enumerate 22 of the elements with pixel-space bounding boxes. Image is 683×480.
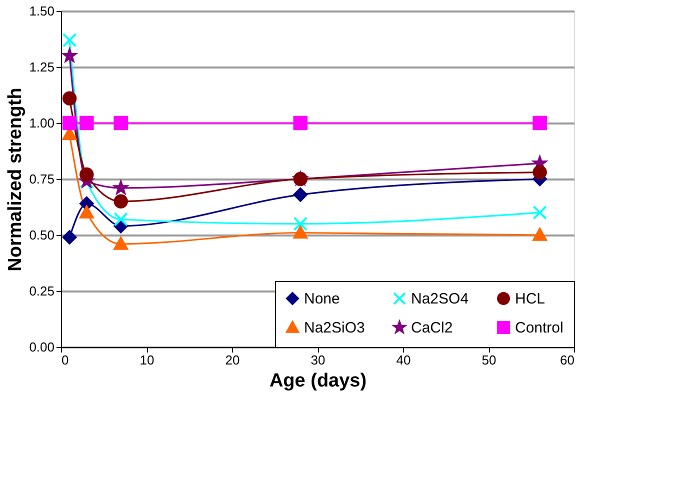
y-tick-label: 0.25 xyxy=(29,284,54,298)
legend-label: Na2SO4 xyxy=(411,290,469,308)
y-tick-label: 1.50 xyxy=(29,4,54,18)
y-tick-label: 1.25 xyxy=(29,60,54,74)
y-tick-label: 0.00 xyxy=(29,340,54,354)
legend-label: CaCl2 xyxy=(411,320,453,336)
legend-label: None xyxy=(304,290,340,308)
x-tick-label: 50 xyxy=(482,352,496,368)
y-tick-label: 0.50 xyxy=(29,228,54,242)
x-tick-label: 20 xyxy=(225,352,240,368)
x-tick-label: 0 xyxy=(62,352,69,368)
x-tick-label: 40 xyxy=(396,352,411,368)
x-axis-title: Age (days) xyxy=(269,370,367,392)
legend-label: HCL xyxy=(515,290,546,308)
y-axis-title: Normalized strength xyxy=(5,88,26,272)
legend-label: Control xyxy=(515,320,564,336)
y-tick-label: 0.75 xyxy=(29,172,54,186)
x-tick-label: 60 xyxy=(560,352,574,368)
y-tick-label: 1.00 xyxy=(29,116,54,130)
x-tick-label: 30 xyxy=(310,352,326,368)
legend-label: Na2SiO3 xyxy=(304,320,365,336)
x-tick-label: 10 xyxy=(140,352,154,368)
